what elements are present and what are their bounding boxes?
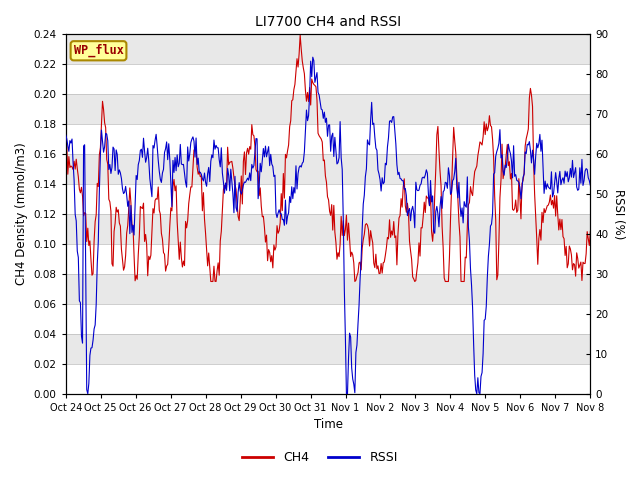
- X-axis label: Time: Time: [314, 419, 342, 432]
- Bar: [66, 64, 590, 94]
- Bar: [66, 244, 590, 274]
- Bar: [66, 184, 590, 214]
- Title: LI7700 CH4 and RSSI: LI7700 CH4 and RSSI: [255, 15, 401, 29]
- Bar: [66, 364, 590, 394]
- Y-axis label: CH4 Density (mmol/m3): CH4 Density (mmol/m3): [15, 143, 28, 286]
- Bar: [66, 124, 590, 154]
- Text: WP_flux: WP_flux: [74, 44, 124, 58]
- Bar: [66, 304, 590, 334]
- Y-axis label: RSSI (%): RSSI (%): [612, 189, 625, 239]
- Legend: CH4, RSSI: CH4, RSSI: [237, 446, 403, 469]
